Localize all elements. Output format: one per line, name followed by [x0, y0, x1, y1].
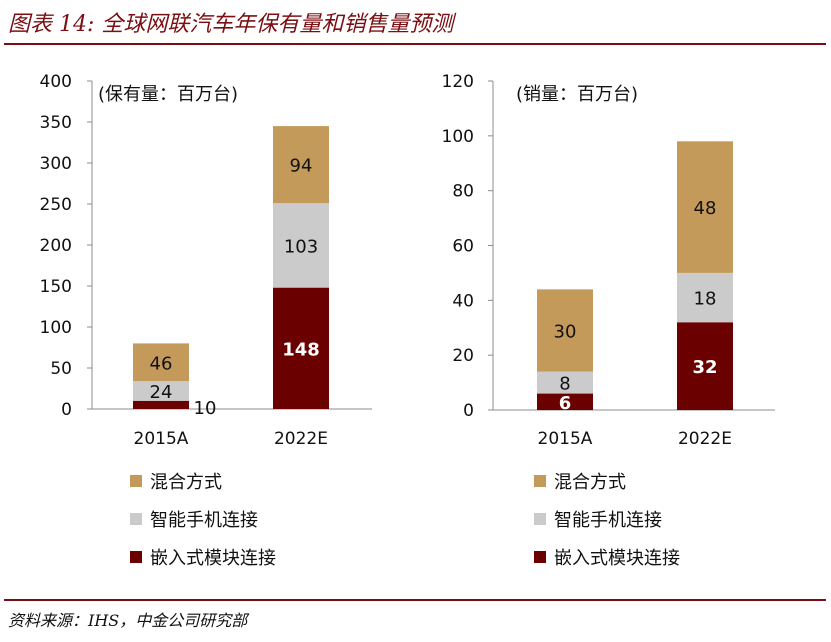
source-note: 资料来源：IHS，中金公司研究部 [8, 611, 248, 630]
unit-label: (保有量：百万台) [98, 84, 238, 105]
y-tick-label: 50 [50, 359, 72, 379]
data-label: 24 [150, 382, 173, 403]
legend-swatch [534, 513, 546, 525]
bar-segment [677, 272, 733, 323]
y-tick-label: 0 [61, 400, 72, 420]
x-tick-label: 2022E [678, 429, 732, 449]
y-tick-label: 100 [442, 127, 474, 147]
y-tick-label: 20 [452, 346, 474, 366]
legend-swatch [534, 551, 546, 563]
legend-label: 智能手机连接 [554, 510, 662, 531]
data-label: 6 [559, 393, 572, 414]
bar-segment [273, 203, 329, 288]
unit-label: (销量：百万台) [516, 84, 638, 105]
data-label: 18 [694, 289, 717, 310]
x-tick-label: 2015A [538, 429, 593, 449]
data-label: 46 [150, 353, 173, 374]
bar-segment [133, 381, 189, 401]
legend-label: 智能手机连接 [150, 510, 258, 531]
footer-rule [4, 599, 826, 601]
legend-label: 混合方式 [554, 472, 626, 493]
y-tick-label: 300 [40, 154, 72, 174]
x-tick-label: 2022E [274, 429, 328, 449]
bar-segment [133, 400, 189, 409]
legend-label: 嵌入式模块连接 [554, 548, 680, 569]
legend-label: 混合方式 [150, 472, 222, 493]
x-tick-label: 2015A [134, 429, 189, 449]
legend-label: 嵌入式模块连接 [150, 548, 276, 569]
bar-segment [273, 126, 329, 204]
title-rule [4, 43, 826, 45]
legend-swatch [534, 475, 546, 487]
y-tick-label: 100 [40, 318, 72, 338]
y-tick-label: 40 [452, 291, 474, 311]
bar-segment [273, 287, 329, 409]
bar-segment [677, 322, 733, 410]
bar-segment [537, 289, 593, 372]
bar-segment [537, 371, 593, 394]
bar-segment [677, 141, 733, 273]
y-tick-label: 350 [40, 113, 72, 133]
y-tick-label: 120 [442, 72, 474, 92]
y-tick-label: 250 [40, 195, 72, 215]
y-tick-label: 400 [40, 72, 72, 92]
data-label: 10 [194, 398, 217, 419]
data-label: 94 [290, 156, 313, 177]
legend-swatch [130, 551, 142, 563]
data-label: 8 [559, 374, 570, 395]
bar-segment [133, 343, 189, 382]
y-tick-label: 0 [463, 401, 474, 421]
y-tick-label: 200 [40, 236, 72, 256]
data-label: 32 [692, 357, 717, 378]
data-label: 48 [694, 198, 717, 219]
data-label: 30 [554, 321, 577, 342]
data-label: 148 [282, 339, 320, 360]
legend-swatch [130, 475, 142, 487]
y-tick-label: 80 [452, 182, 474, 202]
data-label: 103 [284, 236, 318, 257]
y-tick-label: 60 [452, 237, 474, 257]
bar-segment [537, 393, 593, 410]
legend-swatch [130, 513, 142, 525]
figure-title: 图表 14: 全球网联汽车年保有量和销售量预测 [8, 12, 454, 37]
y-tick-label: 150 [40, 277, 72, 297]
